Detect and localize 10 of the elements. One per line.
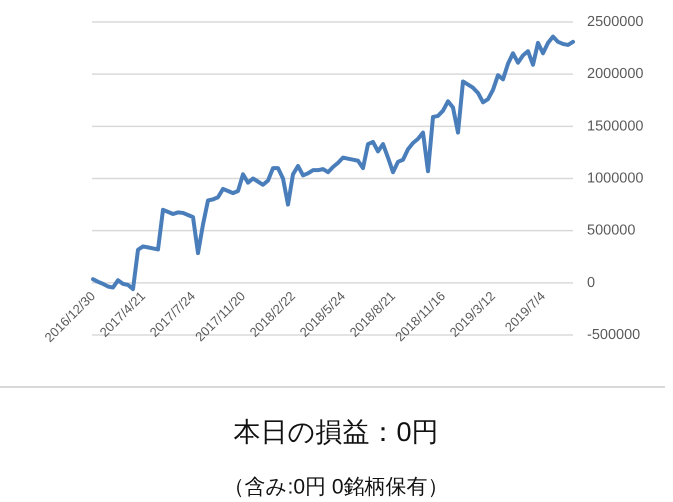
y-tick-label: 0 xyxy=(587,274,596,291)
text: 本日の損益：0円 xyxy=(233,417,439,447)
y-tick-label: 500000 xyxy=(587,222,636,239)
y-tick-label: 2000000 xyxy=(587,66,644,82)
y-tick-label: 2500000 xyxy=(587,14,644,30)
text: （含み:0円 0銘柄保有） xyxy=(223,476,449,498)
y-tick-label: 1500000 xyxy=(587,118,644,134)
y-tick-label: -500000 xyxy=(587,327,640,343)
y-tick-label: 1000000 xyxy=(587,170,644,186)
line-series xyxy=(91,34,575,292)
